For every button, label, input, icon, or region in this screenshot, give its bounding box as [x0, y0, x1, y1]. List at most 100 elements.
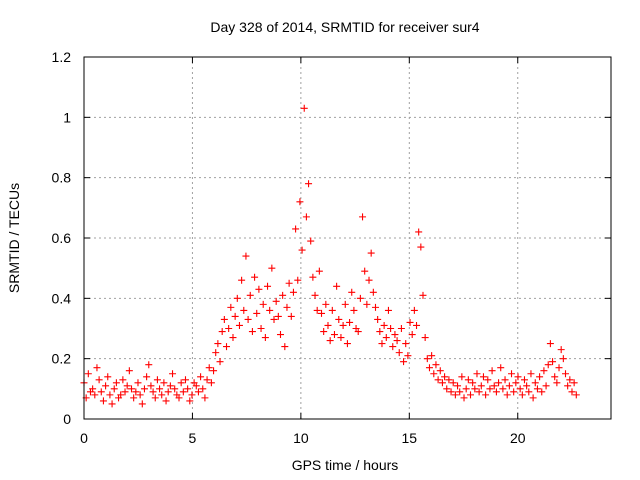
data-point — [464, 376, 472, 384]
data-point — [454, 382, 462, 390]
data-point — [400, 358, 408, 366]
data-point — [378, 340, 386, 348]
data-point — [441, 373, 449, 381]
data-point — [525, 388, 533, 396]
data-point — [255, 285, 263, 293]
data-point — [119, 376, 127, 384]
data-point — [324, 321, 332, 329]
data-point — [158, 391, 166, 399]
data-point — [302, 213, 310, 221]
data-point — [486, 385, 494, 393]
data-point — [102, 382, 110, 390]
axis-ticks: 0 0.2 0.4 0.6 0.8 1 1.2 0 5 10 15 20 — [52, 49, 611, 446]
data-point — [365, 276, 373, 284]
data-point — [520, 376, 528, 384]
data-point — [147, 382, 155, 390]
data-point — [112, 379, 120, 387]
data-point — [425, 364, 433, 372]
data-point — [566, 376, 574, 384]
data-point — [328, 306, 336, 314]
data-point — [97, 388, 105, 396]
data-point — [462, 385, 470, 393]
data-point — [197, 373, 205, 381]
data-point — [443, 385, 451, 393]
data-point — [570, 379, 578, 387]
data-point — [572, 391, 580, 399]
data-point — [419, 291, 427, 299]
data-point — [404, 352, 412, 360]
data-point — [162, 397, 170, 405]
data-point — [95, 376, 103, 384]
data-point — [408, 331, 416, 339]
data-point — [242, 252, 250, 260]
data-point — [89, 385, 97, 393]
data-point — [125, 367, 133, 375]
data-point — [456, 388, 464, 396]
data-point — [225, 325, 233, 332]
data-point — [266, 306, 274, 314]
data-point — [99, 397, 107, 405]
data-point — [410, 306, 418, 314]
data-point — [227, 303, 235, 311]
data-point — [318, 309, 326, 317]
y-tick-label: 0.6 — [52, 230, 72, 246]
data-point — [130, 394, 138, 402]
data-point — [104, 373, 112, 381]
data-point — [391, 331, 399, 339]
data-point — [460, 394, 468, 402]
data-point — [549, 358, 557, 366]
data-point — [305, 180, 313, 188]
y-tick-label: 0.2 — [52, 351, 72, 367]
data-point — [210, 367, 218, 375]
data-point — [151, 394, 159, 402]
data-point — [477, 382, 485, 390]
data-point — [322, 300, 330, 308]
data-point — [559, 355, 567, 363]
data-point — [294, 276, 302, 284]
data-point — [514, 373, 522, 381]
data-point — [91, 391, 99, 399]
x-tick-label: 5 — [189, 430, 197, 446]
data-point — [186, 397, 194, 405]
data-point — [473, 370, 481, 378]
data-point — [490, 382, 498, 390]
data-point — [160, 379, 168, 387]
data-point — [181, 376, 189, 384]
data-point — [432, 361, 440, 369]
data-point — [384, 306, 392, 314]
data-point — [527, 370, 535, 378]
data-point — [359, 213, 367, 221]
data-point — [270, 315, 278, 323]
data-point — [240, 306, 248, 314]
data-point — [244, 315, 252, 323]
data-point — [512, 379, 520, 387]
data-points — [80, 104, 580, 408]
data-point — [205, 364, 213, 372]
data-point — [367, 249, 375, 257]
data-point — [518, 391, 526, 399]
data-point — [140, 385, 148, 393]
data-point — [257, 325, 265, 332]
data-point — [231, 312, 239, 320]
data-point — [134, 379, 142, 387]
x-axis-label: GPS time / hours — [292, 457, 399, 473]
data-point — [194, 388, 202, 396]
data-point — [501, 376, 509, 384]
data-point — [149, 388, 157, 396]
data-point — [510, 388, 518, 396]
data-point — [484, 376, 492, 384]
data-point — [264, 282, 272, 290]
data-point — [393, 337, 401, 345]
data-point — [110, 385, 118, 393]
data-point — [166, 382, 174, 390]
data-point — [363, 300, 371, 308]
data-point — [229, 334, 237, 342]
data-point — [348, 288, 356, 296]
data-point — [207, 379, 215, 387]
data-point — [544, 361, 552, 369]
data-point — [93, 364, 101, 372]
data-point — [164, 388, 172, 396]
data-point — [523, 382, 531, 390]
data-point — [540, 367, 548, 375]
data-point — [246, 291, 254, 299]
